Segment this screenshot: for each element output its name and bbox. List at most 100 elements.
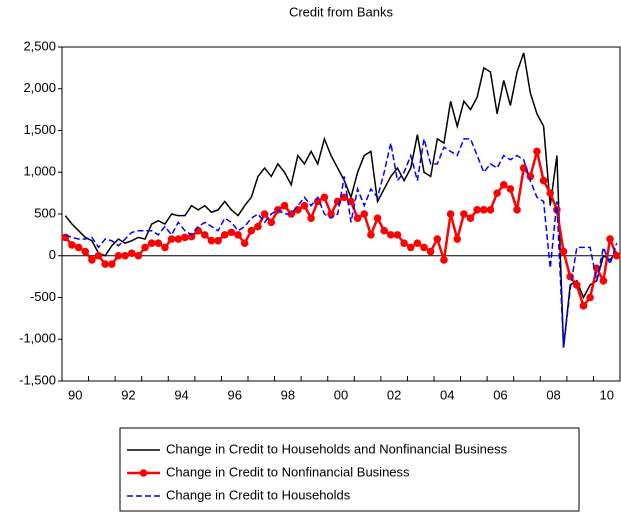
series-marker bbox=[307, 214, 315, 222]
series-marker bbox=[114, 251, 123, 260]
legend-marker bbox=[139, 469, 148, 477]
series-marker bbox=[559, 247, 568, 256]
legend-label: Change in Credit to Nonfinancial Busines… bbox=[166, 464, 410, 479]
series-marker bbox=[327, 210, 335, 218]
series-marker bbox=[280, 201, 289, 210]
series-marker bbox=[320, 193, 329, 202]
plot-frame bbox=[61, 46, 621, 382]
y-tick-label: -1,000 bbox=[19, 331, 56, 346]
series-marker bbox=[420, 243, 428, 252]
series-marker bbox=[406, 243, 415, 252]
series-marker bbox=[174, 235, 183, 243]
series-marker bbox=[260, 210, 269, 218]
series-marker bbox=[519, 164, 528, 172]
x-tick-label: 00 bbox=[334, 387, 348, 402]
legend-box bbox=[119, 427, 580, 512]
series-marker bbox=[426, 247, 435, 256]
series-marker bbox=[433, 235, 442, 243]
series-marker bbox=[68, 241, 76, 249]
y-tick-label: 500 bbox=[34, 205, 56, 220]
series-marker bbox=[393, 231, 402, 239]
series-marker bbox=[254, 222, 262, 231]
series-marker bbox=[367, 231, 375, 239]
x-tick-label: 98 bbox=[281, 387, 295, 402]
series-marker bbox=[380, 226, 388, 235]
legend-label: Change in Credit to Households and Nonfi… bbox=[166, 441, 508, 456]
series-marker bbox=[121, 251, 129, 260]
y-tick-label: -1,500 bbox=[19, 372, 56, 387]
series-marker bbox=[267, 218, 276, 227]
series-marker bbox=[134, 251, 143, 260]
series-marker bbox=[347, 197, 355, 206]
series-marker bbox=[147, 239, 156, 248]
y-tick-label: 2,000 bbox=[23, 80, 56, 95]
x-tick-label: 96 bbox=[227, 387, 241, 402]
series-marker bbox=[353, 214, 362, 222]
series-marker bbox=[94, 251, 103, 260]
chart-title: Credit from Banks bbox=[289, 4, 394, 19]
series-marker bbox=[387, 231, 395, 239]
series-marker bbox=[81, 247, 90, 256]
x-tick-label: 10 bbox=[599, 387, 613, 402]
series-marker bbox=[167, 235, 176, 243]
series-marker bbox=[606, 235, 614, 243]
series-marker bbox=[247, 226, 256, 235]
series-marker bbox=[526, 172, 535, 181]
series-marker bbox=[287, 210, 295, 218]
series-marker bbox=[207, 236, 216, 245]
series-marker bbox=[141, 243, 149, 252]
series-marker bbox=[360, 210, 369, 218]
x-tick-label: 08 bbox=[546, 387, 560, 402]
series-marker bbox=[446, 210, 455, 218]
series-marker bbox=[181, 233, 189, 242]
series-marker bbox=[101, 260, 109, 268]
series-marker bbox=[300, 201, 309, 210]
series-marker bbox=[466, 214, 475, 222]
series-marker bbox=[214, 236, 222, 245]
x-tick-label: 02 bbox=[387, 387, 401, 402]
series-line bbox=[65, 138, 618, 348]
series-marker bbox=[240, 239, 249, 248]
series-marker bbox=[440, 256, 448, 264]
series-marker bbox=[61, 233, 70, 242]
series-marker bbox=[539, 176, 548, 185]
series-marker bbox=[187, 232, 196, 241]
series-marker bbox=[154, 239, 163, 248]
series-marker bbox=[486, 206, 495, 214]
series-marker bbox=[453, 235, 462, 243]
x-tick-label: 94 bbox=[174, 387, 188, 402]
y-tick-label: 0 bbox=[49, 247, 56, 262]
series-marker bbox=[493, 189, 501, 197]
series-marker bbox=[480, 206, 488, 214]
series-marker bbox=[373, 214, 382, 222]
legend-label: Change in Credit to Households bbox=[166, 487, 351, 502]
x-tick-label: 04 bbox=[440, 387, 454, 402]
series-line bbox=[64, 52, 618, 348]
x-tick-label: 92 bbox=[121, 387, 135, 402]
series-marker bbox=[74, 243, 83, 252]
series-marker bbox=[579, 302, 588, 310]
series-marker bbox=[227, 228, 236, 237]
series-marker bbox=[413, 239, 422, 248]
y-tick-label: 1,500 bbox=[23, 122, 56, 137]
series-marker bbox=[88, 256, 96, 264]
series-marker bbox=[513, 206, 521, 214]
x-tick-label: 06 bbox=[493, 387, 507, 402]
series-marker bbox=[586, 293, 594, 302]
series-marker bbox=[220, 231, 229, 239]
series-marker bbox=[161, 243, 169, 252]
series-marker bbox=[127, 249, 136, 258]
series-marker bbox=[499, 180, 508, 189]
series-marker bbox=[533, 147, 541, 156]
series-marker bbox=[460, 210, 468, 218]
series-marker bbox=[108, 260, 116, 268]
y-tick-label: 1,000 bbox=[23, 164, 56, 179]
y-tick-label: 2,500 bbox=[23, 38, 56, 53]
series-marker bbox=[340, 193, 349, 202]
series-marker bbox=[612, 251, 621, 260]
series-marker bbox=[234, 231, 242, 239]
y-tick-label: -500 bbox=[30, 289, 56, 304]
series-marker bbox=[201, 231, 209, 239]
series-marker bbox=[473, 206, 481, 214]
